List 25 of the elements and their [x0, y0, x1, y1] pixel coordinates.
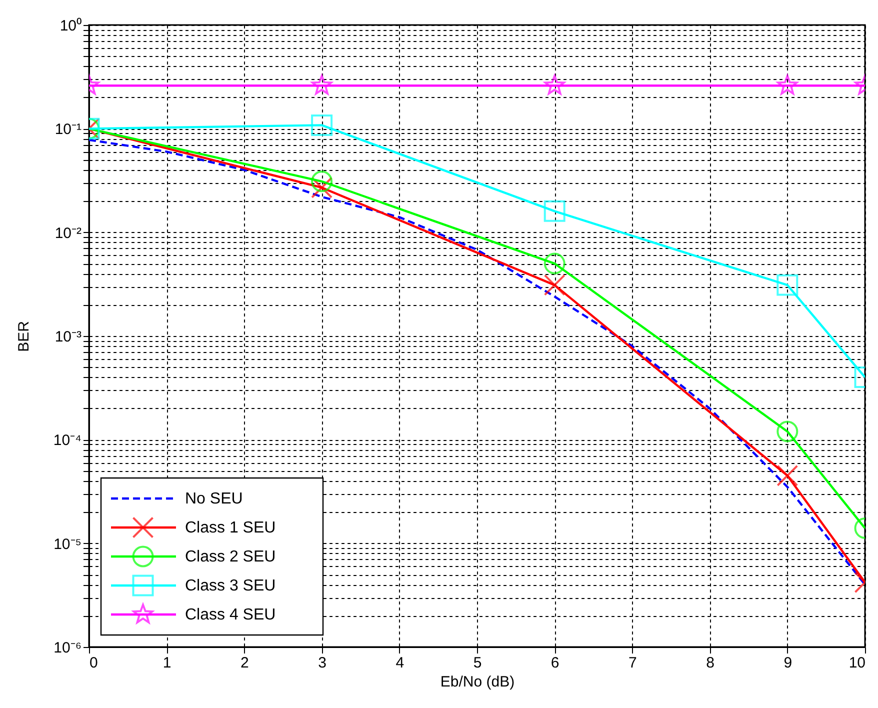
legend-label: Class 4 SEU: [185, 606, 276, 624]
x-tick-label: 2: [240, 654, 249, 672]
y-tick-label: 10⁻¹: [54, 121, 82, 138]
y-tick-label: 10⁻²: [54, 224, 82, 242]
x-tick-label: 10: [848, 654, 866, 672]
x-tick-label: 8: [706, 654, 714, 672]
legend-label: Class 2 SEU: [185, 548, 276, 566]
y-tick-label: 10⁻⁵: [54, 536, 82, 553]
x-tick-label: 4: [396, 654, 404, 672]
x-axis-title: Eb/No (dB): [440, 674, 515, 690]
y-tick-label: 10⁻⁴: [53, 432, 82, 450]
y-tick-label: 10⁻⁶: [54, 640, 82, 656]
y-tick-label: 10⁻³: [54, 328, 82, 346]
x-tick-label: 1: [162, 654, 172, 672]
legend-label: Class 3 SEU: [185, 578, 276, 594]
legend-label: No SEU: [185, 490, 243, 508]
legend-label: Class 1 SEU: [185, 520, 276, 536]
x-tick-label: 5: [473, 654, 482, 672]
x-tick-label: 3: [318, 654, 326, 672]
x-tick-label: 7: [628, 654, 637, 672]
y-tick-label: 10⁰: [60, 18, 82, 34]
x-tick-label: 0: [90, 654, 98, 672]
x-tick-label: 9: [784, 654, 792, 672]
y-axis-title: BER: [15, 320, 32, 352]
x-tick-label: 6: [550, 654, 560, 672]
